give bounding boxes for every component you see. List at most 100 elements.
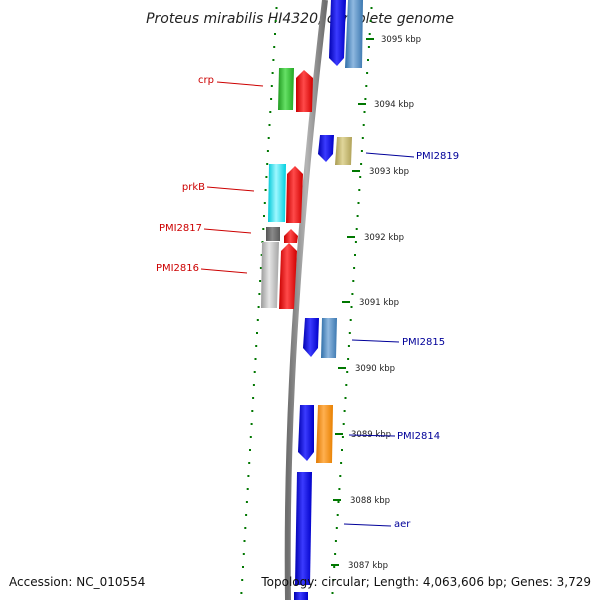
- outer-minor-tick: [335, 527, 338, 529]
- outer-minor-tick: [359, 176, 362, 178]
- gene-feature-pmi2819-b[interactable]: [335, 137, 352, 165]
- kbp-label: 3090 kbp: [355, 364, 395, 374]
- outer-minor-tick: [346, 371, 349, 373]
- outer-minor-tick: [334, 553, 337, 555]
- outer-minor-tick: [331, 592, 334, 594]
- outer-minor-tick: [333, 566, 336, 568]
- inner-minor-tick: [267, 137, 270, 139]
- gene-feature-pmi2816-a[interactable]: [261, 242, 279, 308]
- inner-minor-tick: [247, 475, 250, 477]
- inner-minor-tick: [265, 176, 268, 178]
- outer-minor-tick: [369, 20, 372, 22]
- forward-strand-features: [294, 0, 363, 600]
- gene-feature[interactable]: [329, 0, 346, 66]
- inner-minor-tick: [259, 267, 262, 269]
- inner-minor-tick: [258, 293, 261, 295]
- outer-minor-tick: [351, 293, 354, 295]
- inner-minor-tick: [249, 449, 251, 451]
- outer-minor-tick: [356, 215, 359, 217]
- gene-label-aer[interactable]: aer: [394, 519, 411, 530]
- inner-minor-tick: [270, 98, 273, 100]
- inner-minor-tick: [271, 72, 274, 74]
- outer-minor-tick: [337, 501, 340, 503]
- inner-minor-tick: [243, 540, 246, 542]
- gene-feature-pmi2814-a[interactable]: [298, 405, 314, 461]
- inner-minor-tick: [252, 397, 255, 399]
- outer-minor-tick: [358, 189, 361, 191]
- accession-text: Accession: NC_010554: [9, 575, 145, 589]
- outer-minor-tick: [347, 345, 350, 347]
- gene-feature[interactable]: [345, 0, 363, 68]
- gene-feature-pmi2819-a[interactable]: [318, 135, 334, 162]
- outer-minor-tick: [360, 150, 363, 152]
- gene-label-pmi2816[interactable]: PMI2816: [156, 263, 199, 274]
- outer-minor-tick: [357, 202, 360, 204]
- gene-label-pmi2817[interactable]: PMI2817: [159, 223, 202, 234]
- inner-minor-tick: [246, 488, 249, 490]
- gene-feature-pmi2817-a[interactable]: [266, 227, 280, 241]
- gene-feature-prkb-b[interactable]: [286, 166, 303, 223]
- inner-minor-tick: [245, 501, 248, 503]
- gene-feature-pmi2815-b[interactable]: [321, 318, 337, 358]
- inner-minor-tick: [274, 33, 276, 35]
- outer-minor-tick: [362, 124, 365, 126]
- kbp-scale: 3095 kbp 3094 kbp 3093 kbp 3092 kbp 3091…: [331, 35, 421, 571]
- kbp-label: 3087 kbp: [348, 561, 388, 571]
- outer-minor-tick: [344, 397, 347, 399]
- inner-minor-tick: [240, 592, 243, 594]
- label-leader: [365, 152, 415, 158]
- kbp-label: 3095 kbp: [381, 35, 421, 45]
- outer-minor-tick: [349, 319, 352, 321]
- gene-label-pmi2815[interactable]: PMI2815: [402, 337, 445, 348]
- gene-feature-pmi2814-b[interactable]: [316, 405, 333, 463]
- outer-minor-tick: [354, 254, 356, 256]
- gene-feature-pmi2815-a[interactable]: [303, 318, 319, 357]
- label-leader: [216, 81, 264, 87]
- label-leader: [203, 228, 252, 234]
- inner-minor-tick: [274, 20, 277, 22]
- inner-minor-tick: [262, 228, 265, 230]
- outer-tick-ring: [331, 7, 373, 594]
- outer-minor-tick: [370, 7, 373, 9]
- inner-minor-tick: [251, 410, 254, 412]
- inner-minor-tick: [244, 527, 247, 529]
- gene-feature-pmi2816-b[interactable]: [279, 243, 297, 309]
- gene-feature-pmi2817-b[interactable]: [284, 229, 298, 243]
- outer-minor-tick: [367, 59, 369, 61]
- label-leader: [348, 434, 396, 437]
- gene-label-crp[interactable]: crp: [198, 75, 214, 86]
- inner-minor-tick: [273, 46, 276, 48]
- inner-minor-tick: [270, 85, 273, 87]
- gene-feature-prkb-a[interactable]: [268, 164, 286, 222]
- outer-minor-tick: [339, 475, 342, 477]
- outer-minor-tick: [336, 514, 339, 516]
- inner-minor-tick: [245, 514, 248, 516]
- inner-minor-tick: [272, 59, 275, 61]
- inner-minor-tick: [241, 579, 244, 581]
- outer-minor-tick: [367, 46, 370, 48]
- gene-label-pmi2814[interactable]: PMI2814: [397, 431, 440, 442]
- inner-minor-tick: [248, 462, 251, 464]
- gene-labels: crp prkB PMI2817 PMI2816 PMI2819 PMI2815…: [156, 75, 459, 530]
- inner-minor-tick: [250, 423, 253, 425]
- inner-minor-tick: [254, 358, 257, 360]
- label-leader: [343, 523, 392, 527]
- inner-minor-tick: [260, 254, 263, 256]
- kbp-label: 3088 kbp: [350, 496, 390, 506]
- inner-minor-tick: [255, 345, 258, 347]
- map-title: Proteus mirabilis HI4320, complete genom…: [146, 11, 454, 27]
- gene-feature-crp-a[interactable]: [278, 68, 294, 110]
- gene-feature-crp-b[interactable]: [296, 70, 313, 112]
- gene-feature-aer[interactable]: [295, 472, 312, 585]
- inner-minor-tick: [263, 215, 265, 217]
- outer-minor-tick: [360, 163, 363, 165]
- genome-backbone: [284, 0, 328, 600]
- gene-feature[interactable]: [294, 592, 308, 600]
- gene-label-pmi2819[interactable]: PMI2819: [416, 151, 459, 162]
- inner-minor-tick: [263, 202, 266, 204]
- outer-minor-tick: [338, 488, 341, 490]
- gene-label-prkb[interactable]: prkB: [182, 182, 205, 193]
- outer-minor-tick: [366, 72, 369, 74]
- outer-minor-tick: [341, 436, 344, 438]
